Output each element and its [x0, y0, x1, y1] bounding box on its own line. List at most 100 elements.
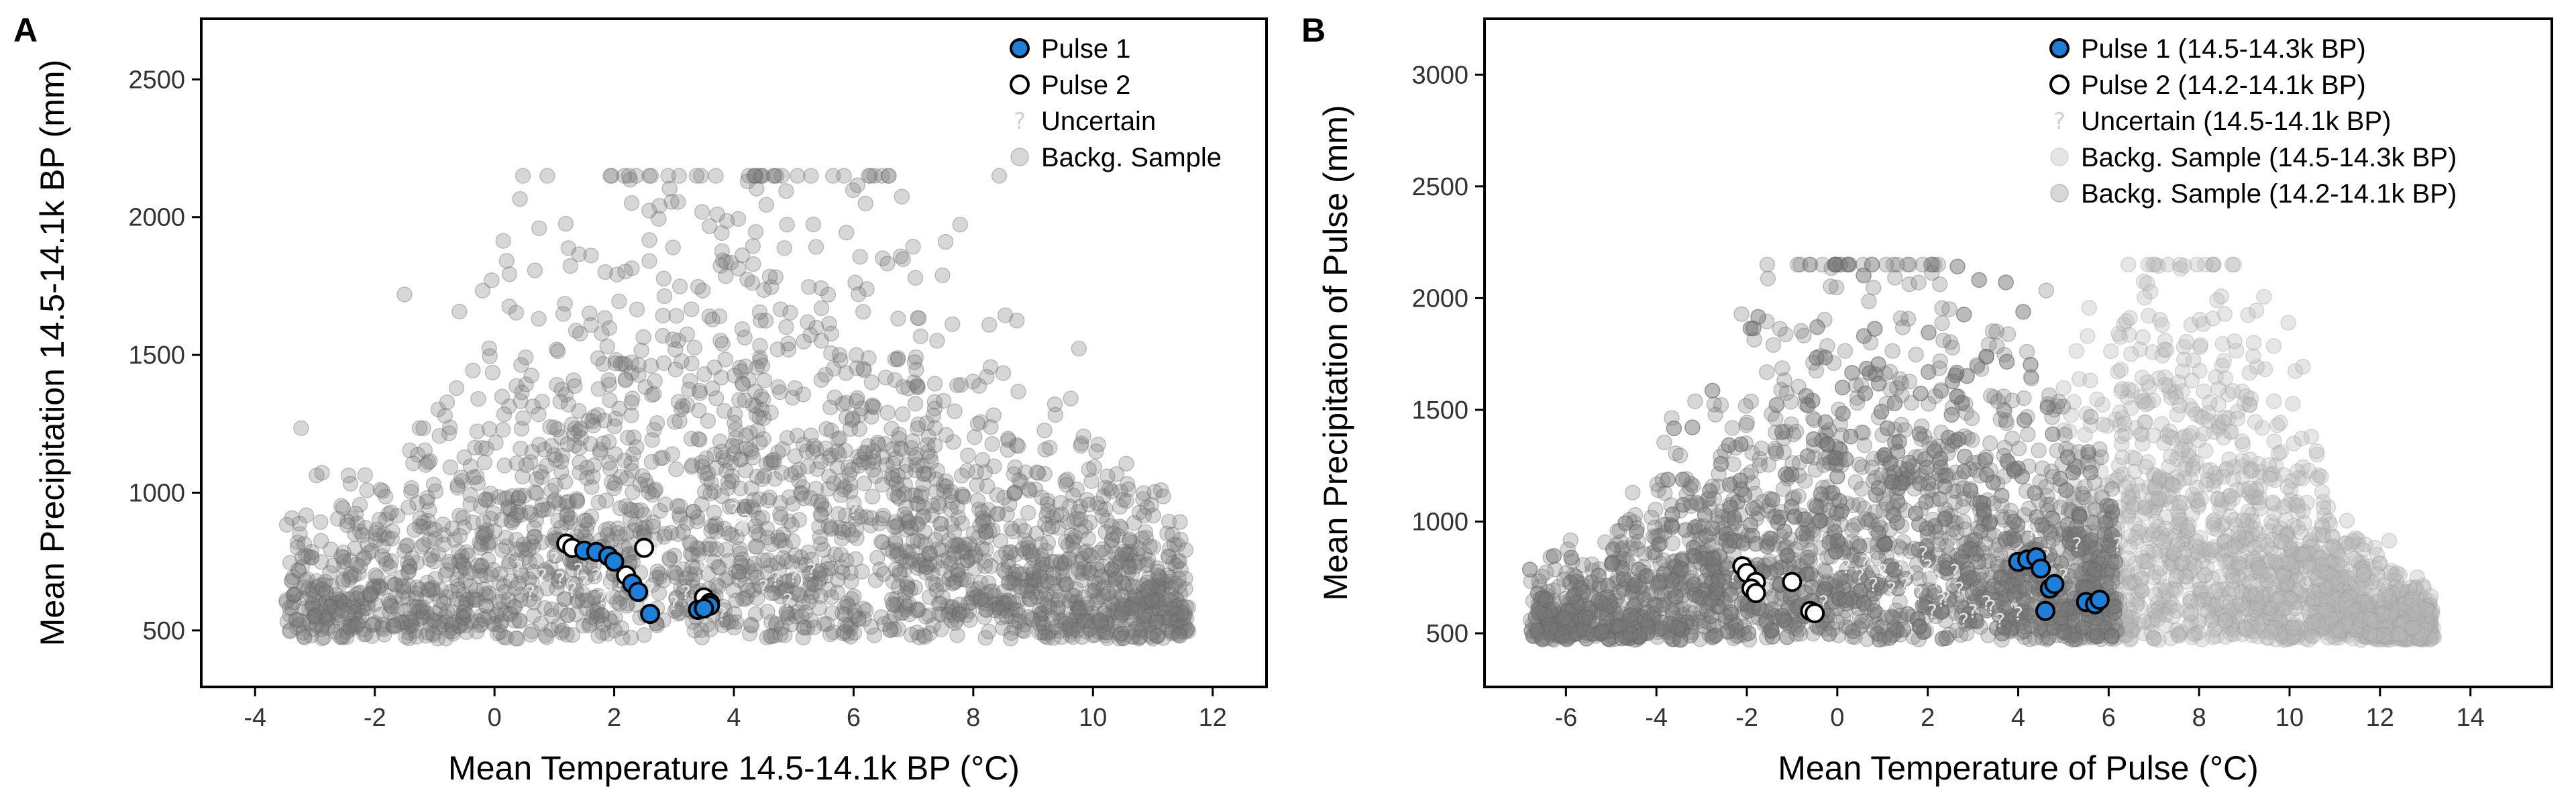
- bg-point: [2313, 468, 2329, 484]
- bg-point: [955, 555, 971, 572]
- bg-point: [2082, 372, 2098, 388]
- bg-point: [806, 437, 822, 454]
- legend-symbol: [1010, 38, 1030, 58]
- bg-point: [1081, 561, 1097, 578]
- bg-point: [737, 591, 753, 607]
- bg-point: [380, 506, 396, 522]
- uncertain-point: ?: [771, 568, 781, 590]
- bg-point: [778, 581, 794, 597]
- bg-point: [2192, 337, 2209, 353]
- bg-point: [884, 466, 900, 482]
- bg-point: [285, 569, 301, 586]
- bg-point: [1162, 574, 1179, 590]
- bg-point: [758, 197, 775, 213]
- bg-point: [1093, 568, 1110, 584]
- bg-point: [399, 537, 416, 553]
- bg-point: [1099, 513, 1116, 529]
- bg-point: [795, 436, 812, 453]
- bg-point: [665, 239, 681, 256]
- bg-point: [1158, 613, 1175, 629]
- bg-point: [688, 168, 705, 184]
- bg-point: [1059, 471, 1075, 488]
- bg-point: [1028, 464, 1045, 480]
- bg-point: [914, 508, 931, 525]
- bg-point: [557, 591, 574, 607]
- bg-point: [1138, 594, 1155, 611]
- bg-point: [2176, 461, 2192, 477]
- bg-point: [907, 396, 924, 412]
- bg-point: [2251, 559, 2267, 576]
- bg-point: [1169, 592, 1185, 608]
- bg-point: [1071, 599, 1087, 616]
- bg-point: [590, 381, 607, 397]
- bg-point: [635, 329, 651, 345]
- bg-point: [369, 521, 385, 538]
- bg-point: [2302, 532, 2319, 549]
- bg-point: [598, 492, 614, 508]
- bg-point: [419, 490, 435, 506]
- bg-point: [687, 566, 703, 583]
- bg-point: [994, 592, 1011, 609]
- bg-point: [949, 612, 965, 628]
- bg-point: [1057, 615, 1074, 632]
- bg-point: [2136, 614, 2152, 630]
- bg-point: [459, 592, 476, 608]
- bg-point: [869, 549, 885, 566]
- bg-point: [497, 584, 513, 600]
- bg-point: [773, 168, 790, 184]
- x-tick-label: -2: [364, 704, 386, 732]
- bg-point: [898, 457, 915, 473]
- bg-point: [835, 524, 851, 540]
- bg-point: [1081, 612, 1098, 629]
- bg-point: [768, 617, 784, 633]
- bg-point: [795, 594, 812, 610]
- bg-point: [299, 571, 315, 588]
- bg-point: [852, 508, 869, 525]
- bg-point: [856, 362, 872, 378]
- bg-point: [400, 590, 416, 606]
- bg-point: [1068, 581, 1084, 597]
- bg-point: [402, 618, 419, 634]
- bg-point: [945, 434, 961, 450]
- bg-point: [356, 600, 372, 616]
- bg-point: [890, 490, 907, 506]
- bg-point: [2159, 256, 2176, 273]
- bg-point: [358, 626, 374, 643]
- bg-point: [2185, 352, 2202, 368]
- bg-point: [469, 623, 485, 640]
- bg-point: [1034, 551, 1051, 568]
- bg-point: [2339, 513, 2355, 529]
- bg-point: [2154, 317, 2170, 333]
- bg-point: [2120, 256, 2137, 273]
- bg-point: [1155, 488, 1172, 504]
- bg-point: [754, 168, 771, 184]
- bg-point: [949, 562, 965, 579]
- bg-point: [801, 594, 817, 610]
- bg-point: [2102, 343, 2119, 360]
- bg-point: [672, 510, 688, 527]
- bg-point: [421, 582, 437, 598]
- bg-point: [684, 457, 700, 474]
- bg-point: [863, 374, 880, 390]
- bg-point: [773, 532, 790, 549]
- bg-point: [668, 590, 684, 606]
- bg-point: [1099, 624, 1115, 640]
- bg-point: [437, 566, 453, 583]
- bg-point: [930, 495, 947, 511]
- bg-point: [621, 537, 637, 553]
- bg-point: [607, 446, 623, 462]
- bg-point: [1088, 594, 1104, 611]
- bg-point: [1108, 570, 1124, 586]
- legend-label: Uncertain: [1041, 107, 1156, 136]
- bg-point: [751, 527, 767, 543]
- bg-point: [1126, 515, 1142, 531]
- bg-point: [831, 347, 848, 363]
- bg-point: [601, 454, 617, 471]
- uncertain-point: ?: [807, 559, 817, 581]
- bg-point: [834, 559, 850, 576]
- bg-point: [396, 543, 413, 559]
- bg-point: [306, 608, 322, 624]
- bg-point: [749, 422, 766, 439]
- bg-point: [752, 337, 768, 354]
- bg-point: [1107, 572, 1123, 588]
